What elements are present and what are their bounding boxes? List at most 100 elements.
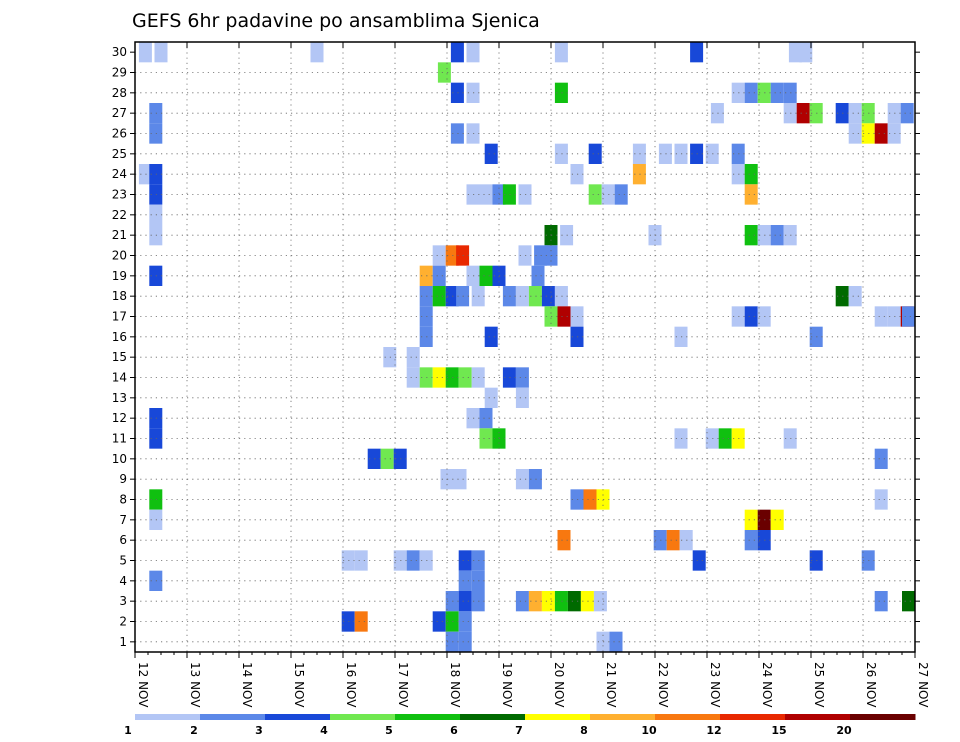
heatmap-cell: [902, 591, 915, 612]
y-tick-label: 16: [112, 330, 127, 344]
heatmap-cell: [406, 550, 420, 571]
heatmap-cell: [770, 509, 784, 530]
legend-swatch: [525, 714, 591, 720]
legend-label: 8: [580, 724, 588, 737]
heatmap-cell: [874, 591, 888, 612]
legend-label: 3: [255, 724, 263, 737]
legend-swatch: [330, 714, 396, 720]
legend-label: 4: [320, 724, 328, 737]
legend-swatch: [265, 714, 331, 720]
x-axis-tick-labels: 12 NOV 13 NOV 14 NOV 15 NOV 16 NOV 17 NOV 18 N…: [136, 662, 930, 708]
y-tick-label: 23: [112, 188, 127, 202]
heatmap-cell: [479, 184, 493, 205]
heatmap-cell: [479, 428, 493, 449]
x-tick-label: 21 NOV: [604, 662, 618, 708]
heatmap-cell: [690, 42, 704, 63]
y-tick-label: 2: [119, 615, 127, 629]
heatmap-cell: [770, 82, 784, 103]
heatmap-cell: [900, 103, 914, 124]
heatmap-cell: [874, 123, 888, 144]
heatmap-cell: [458, 611, 472, 632]
heatmap-cell: [406, 367, 420, 388]
heatmap-cell: [744, 184, 758, 205]
heatmap-cell: [744, 509, 758, 530]
grid-lines: [135, 42, 915, 652]
legend-swatch: [655, 714, 721, 720]
y-tick-label: 7: [119, 513, 127, 527]
x-tick-label: 12 NOV: [136, 662, 150, 708]
heatmap-cell: [406, 347, 420, 368]
heatmap-cell: [458, 367, 472, 388]
heatmap-cell: [432, 611, 446, 632]
y-tick-label: 9: [119, 472, 127, 486]
x-tick-label: 14 NOV: [240, 662, 254, 708]
heatmap-cell: [744, 306, 758, 327]
y-tick-label: 12: [112, 411, 127, 425]
heatmap-cell: [744, 530, 758, 551]
heatmap-cell: [484, 326, 498, 347]
legend-label: 10: [641, 724, 657, 737]
x-tick-label: 16 NOV: [344, 662, 358, 708]
x-tick-label: 15 NOV: [292, 662, 306, 708]
legend-swatch: [850, 714, 916, 720]
heatmap-cell: [466, 42, 480, 63]
legend-label: 7: [515, 724, 523, 737]
heatmap-cell: [432, 265, 446, 286]
y-tick-label: 18: [112, 289, 127, 303]
heatmap-cell: [458, 631, 472, 652]
heatmap-cell: [583, 489, 597, 510]
heatmap-cell: [614, 184, 628, 205]
legend-swatch: [590, 714, 656, 720]
heatmap-cell: [479, 265, 493, 286]
x-tick-label: 24 NOV: [760, 662, 774, 708]
heatmap-cell: [515, 387, 529, 408]
heatmap-cell: [557, 306, 571, 327]
heatmap-cell: [484, 387, 498, 408]
legend-swatch: [720, 714, 786, 720]
heatmap-cell: [515, 591, 529, 612]
heatmap-cell: [788, 42, 802, 63]
heatmap-cell: [453, 469, 467, 490]
legend-swatch: [200, 714, 266, 720]
heatmap-cell: [458, 550, 472, 571]
heatmap-cell: [588, 143, 602, 164]
x-tick-label: 27 NOV: [916, 662, 930, 708]
heatmap-cell: [874, 489, 888, 510]
heatmap-cell: [692, 550, 706, 571]
heatmap-cell: [310, 42, 324, 63]
heatmap-cell: [770, 225, 784, 246]
heatmap-cell: [593, 591, 607, 612]
x-tick-label: 26 NOV: [864, 662, 878, 708]
heatmap-cell: [432, 286, 446, 307]
chart-title: GEFS 6hr padavine po ansamblima Sjenica: [132, 10, 540, 32]
y-tick-label: 3: [119, 594, 127, 608]
legend-label: 1: [124, 724, 132, 737]
heatmap-cell: [718, 428, 732, 449]
heatmap-cell: [484, 143, 498, 164]
y-tick-label: 14: [112, 371, 127, 385]
heatmap-cell: [479, 408, 493, 429]
heatmap-cell: [541, 591, 555, 612]
y-tick-label: 24: [112, 167, 127, 181]
color-legend: 1 2 3 4 5 6 7 8 10 12 15 20: [124, 714, 916, 737]
y-tick-label: 8: [119, 493, 127, 507]
heatmap-cell: [154, 42, 168, 63]
legend-swatch: [135, 714, 201, 720]
y-tick-label: 28: [112, 86, 127, 100]
x-tick-label: 23 NOV: [708, 662, 722, 708]
y-tick-label: 22: [112, 208, 127, 222]
y-tick-label: 1: [119, 635, 127, 649]
heatmap-cell: [848, 103, 862, 124]
y-tick-label: 27: [112, 106, 127, 120]
y-axis-tick-labels: 1234567891011121314151617181920212223242…: [112, 45, 127, 649]
heatmap-cell: [744, 164, 758, 185]
legend-label: 12: [706, 724, 721, 737]
legend-label: 15: [771, 724, 786, 737]
y-tick-label: 21: [112, 228, 127, 242]
y-tick-label: 6: [119, 533, 127, 547]
legend-label: 20: [836, 724, 852, 737]
x-tick-label: 18 NOV: [448, 662, 462, 708]
heatmap-cell: [848, 286, 862, 307]
heatmap-cell: [666, 530, 680, 551]
